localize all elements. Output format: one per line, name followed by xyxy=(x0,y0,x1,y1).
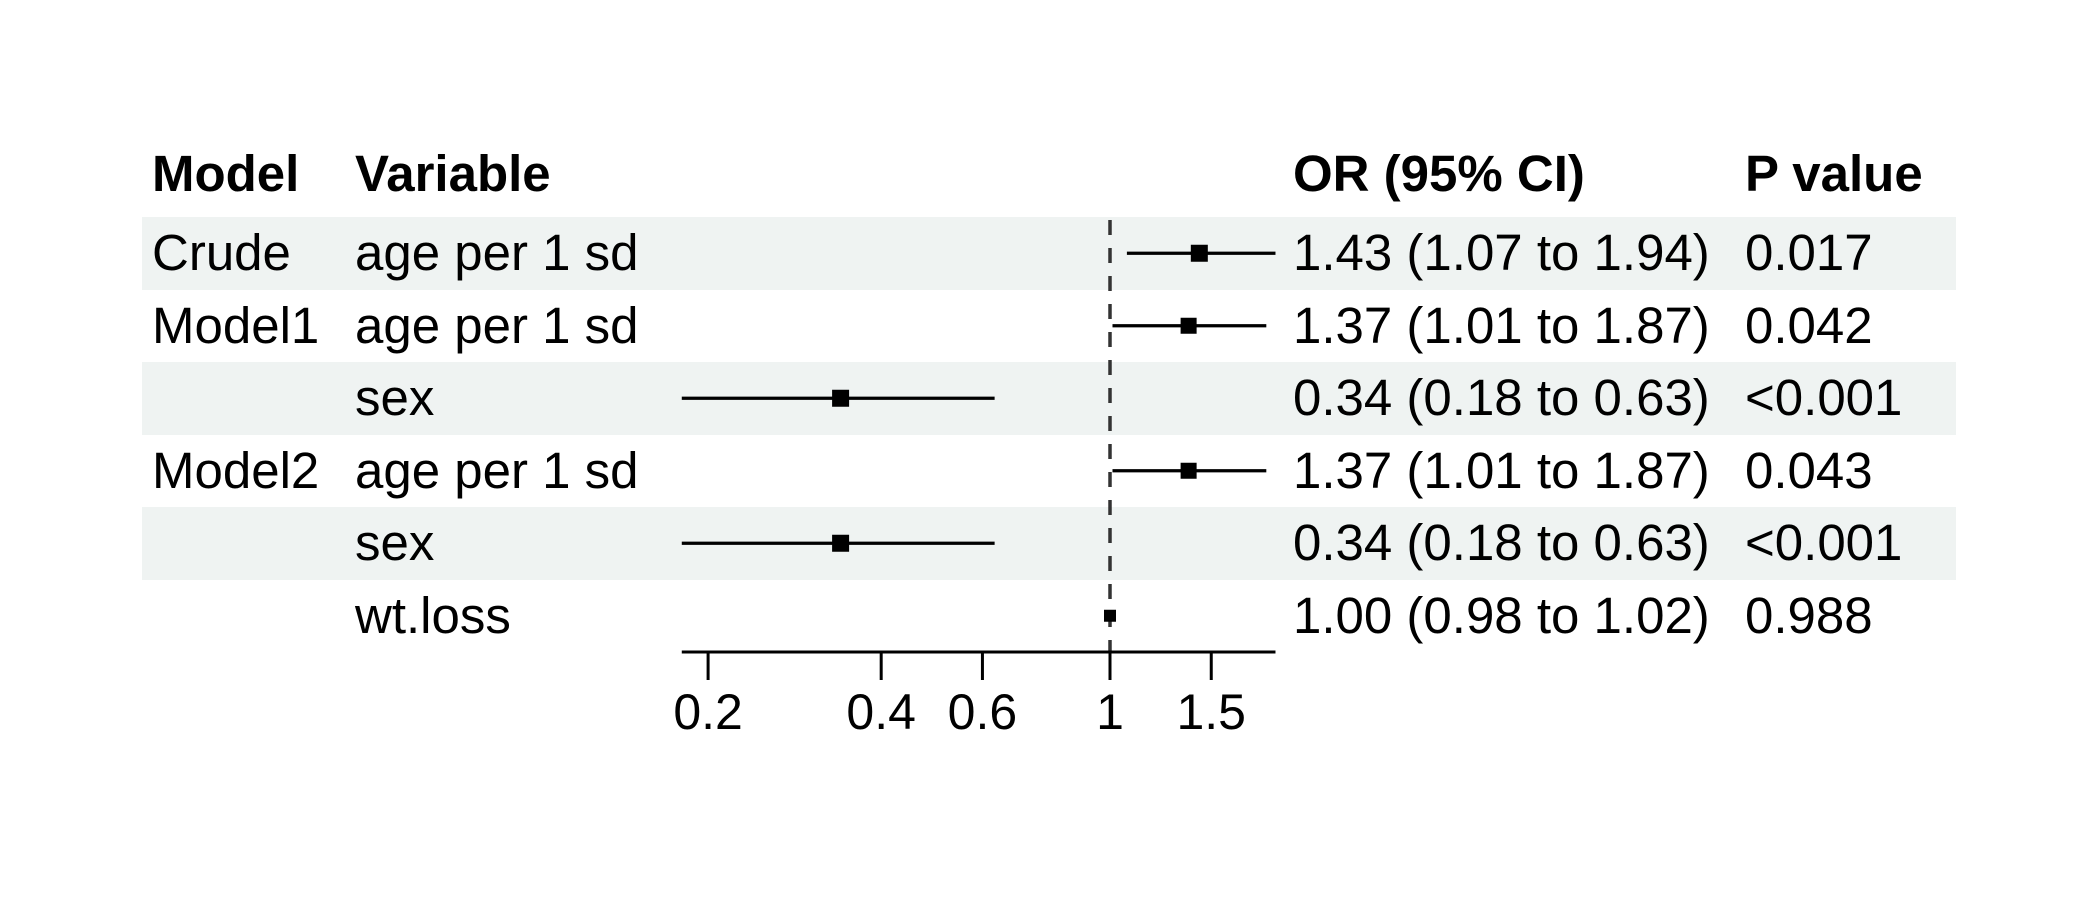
x-axis-tick-label: 1 xyxy=(1096,684,1124,740)
point-estimate-marker xyxy=(1180,317,1197,334)
table-row: sex 0.34 (0.18 to 0.63) <0.001 xyxy=(142,362,1956,435)
table-header-row: Model Variable OR (95% CI) P value xyxy=(142,131,1956,217)
variable-cell: age per 1 sd xyxy=(355,441,639,499)
p-value-cell: 0.988 xyxy=(1745,586,1873,644)
point-estimate-marker xyxy=(1180,462,1197,479)
p-value-cell: 0.043 xyxy=(1745,441,1873,499)
header-p-value: P value xyxy=(1745,145,1923,202)
table-body: Crude age per 1 sd 1.43 (1.07 to 1.94) 0… xyxy=(142,217,1956,652)
table-row: Crude age per 1 sd 1.43 (1.07 to 1.94) 0… xyxy=(142,217,1956,290)
point-estimate-marker xyxy=(1190,244,1208,262)
table-row: sex 0.34 (0.18 to 0.63) <0.001 xyxy=(142,507,1956,580)
p-value-cell: <0.001 xyxy=(1745,369,1903,426)
variable-cell: age per 1 sd xyxy=(355,296,639,354)
variable-cell: sex xyxy=(355,369,435,426)
p-value-cell: <0.001 xyxy=(1745,514,1903,571)
header-model: Model xyxy=(152,145,300,202)
table-row: Model2 age per 1 sd 1.37 (1.01 to 1.87) … xyxy=(142,435,1956,508)
x-axis-tick-label: 0.2 xyxy=(673,684,743,740)
x-axis-tick-label: 0.6 xyxy=(948,684,1018,740)
or-ci-cell: 1.37 (1.01 to 1.87) xyxy=(1293,441,1710,499)
variable-cell: sex xyxy=(355,514,435,571)
header-variable: Variable xyxy=(355,145,551,202)
p-value-cell: 0.042 xyxy=(1745,296,1873,354)
variable-cell: wt.loss xyxy=(355,586,511,644)
p-value-cell: 0.017 xyxy=(1745,224,1873,281)
header-or-ci: OR (95% CI) xyxy=(1293,145,1585,202)
table-row: wt.loss 1.00 (0.98 to 1.02) 0.988 xyxy=(142,580,1956,653)
x-axis-tick-label: 0.4 xyxy=(846,684,916,740)
or-ci-cell: 0.34 (0.18 to 0.63) xyxy=(1293,369,1710,426)
point-estimate-marker xyxy=(832,534,850,552)
or-ci-cell: 0.34 (0.18 to 0.63) xyxy=(1293,514,1710,571)
or-ci-cell: 1.00 (0.98 to 1.02) xyxy=(1293,586,1710,644)
table-row: Model1 age per 1 sd 1.37 (1.01 to 1.87) … xyxy=(142,290,1956,363)
model-cell: Crude xyxy=(152,224,291,281)
x-axis-tick-label: 1.5 xyxy=(1176,684,1246,740)
model-cell: Model1 xyxy=(152,296,320,354)
or-ci-cell: 1.43 (1.07 to 1.94) xyxy=(1293,224,1710,281)
point-estimate-marker xyxy=(832,389,850,407)
variable-cell: age per 1 sd xyxy=(355,224,639,281)
point-estimate-marker xyxy=(1104,609,1116,622)
model-cell: Model2 xyxy=(152,441,320,499)
or-ci-cell: 1.37 (1.01 to 1.87) xyxy=(1293,296,1710,354)
